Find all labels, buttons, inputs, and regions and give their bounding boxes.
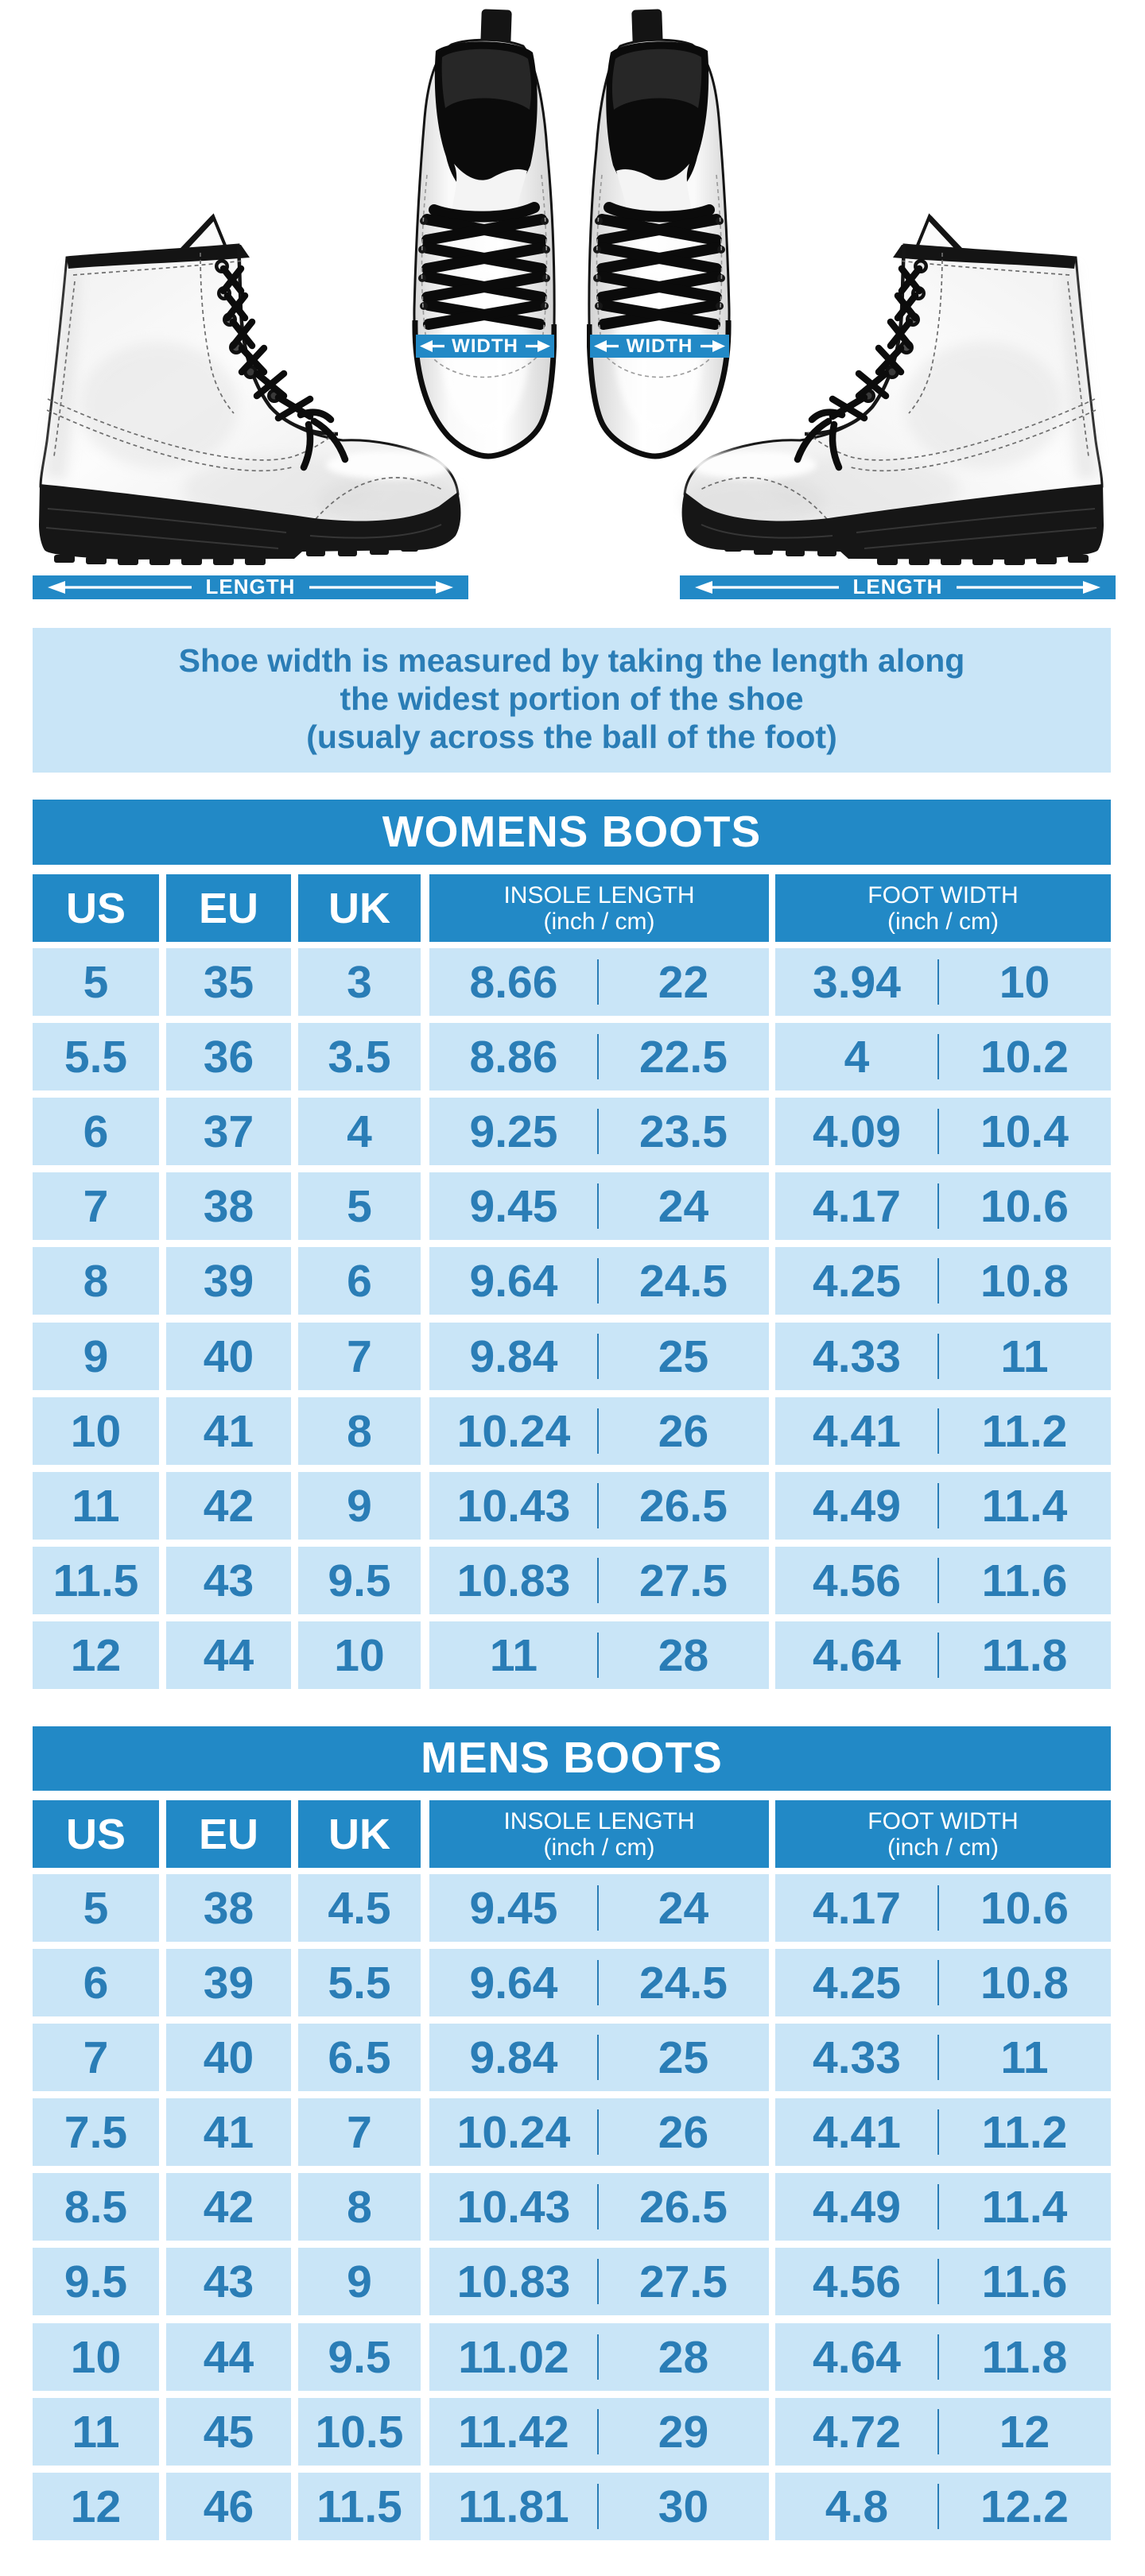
svg-text:LENGTH: LENGTH bbox=[206, 575, 296, 598]
svg-text:LENGTH: LENGTH bbox=[853, 575, 943, 598]
svg-text:WIDTH: WIDTH bbox=[452, 335, 518, 357]
svg-text:WIDTH: WIDTH bbox=[627, 335, 693, 357]
